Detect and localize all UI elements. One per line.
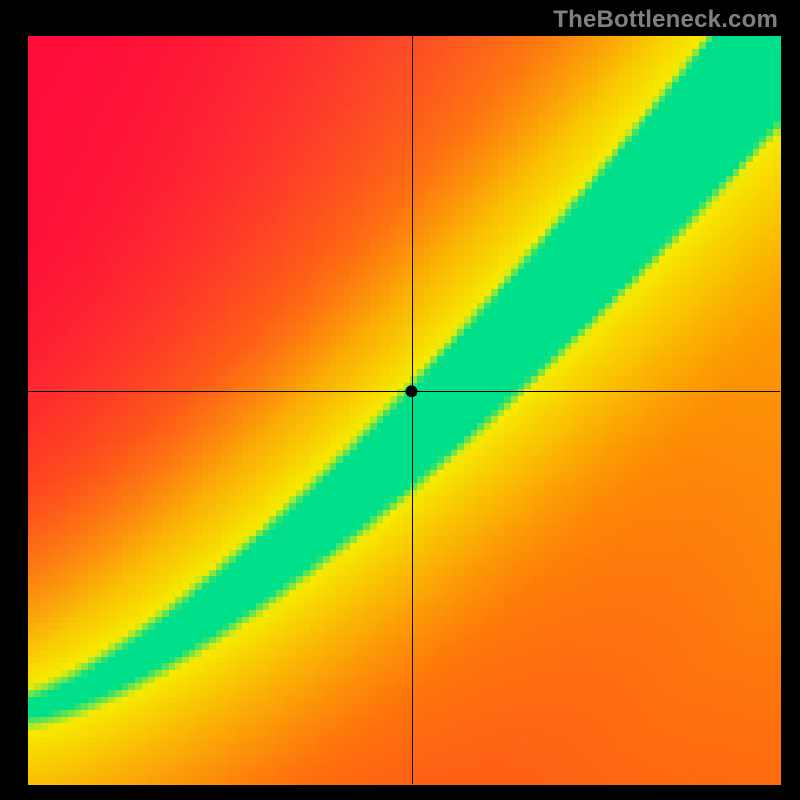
root-container: TheBottleneck.com [0, 0, 800, 800]
watermark-label: TheBottleneck.com [553, 6, 778, 34]
bottleneck-heatmap-canvas [0, 0, 800, 800]
